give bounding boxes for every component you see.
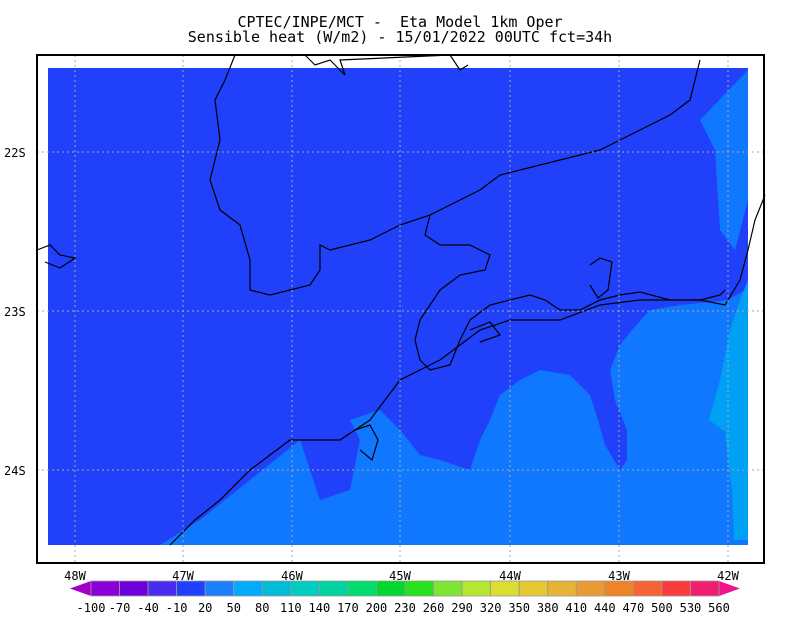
colorbar-label: 20 [198,601,212,615]
colorbar-label: -70 [109,601,131,615]
field-offshore-ne [700,70,748,250]
north-inlets [304,54,469,76]
colorbar-label: -10 [166,601,188,615]
colorbar-label: 530 [680,601,702,615]
lat-label: 22S [4,146,26,160]
colorbar-label: 470 [623,601,645,615]
colorbar-label: 380 [537,601,559,615]
lat-label: 23S [4,305,26,319]
colorbar-swatch [90,580,120,597]
colorbar-swatch [604,580,634,597]
colorbar-swatch [290,580,320,597]
colorbar-label: 290 [451,601,473,615]
colorbar: -100 -70 -40 -10 20 50 80 110 140 170 200 230 260 290… [70,580,740,615]
field-layer [48,68,748,545]
colorbar-swatch [404,580,434,597]
colorbar-label: 80 [255,601,269,615]
colorbar-swatch [433,580,463,597]
colorbar-label: -40 [137,601,159,615]
colorbar-swatch [119,580,149,597]
lon-label: 44W [499,569,521,583]
colorbar-swatch [233,580,263,597]
state-border-mid [414,214,726,371]
colorbar-label: 440 [594,601,616,615]
colorbar-over-triangle [719,581,740,596]
colorbar-swatch [461,580,492,597]
colorbar-label: 200 [366,601,388,615]
colorbar-label: 500 [651,601,673,615]
lon-label: 42W [717,569,739,583]
colorbar-swatch [690,580,720,597]
colorbar-swatch [518,580,549,597]
colorbar-label: 320 [480,601,502,615]
colorbar-under-triangle [70,581,91,596]
coast-west-inlet [36,244,77,269]
colorbar-label: 110 [280,601,302,615]
coastline-main [169,194,766,546]
coastline [36,54,766,546]
colorbar-swatch [632,580,663,597]
colorbar-swatch [176,580,206,597]
colorbar-swatch [261,580,292,597]
colorbar-swatch [347,580,377,597]
colorbar-swatch [490,580,520,597]
lon-label: 46W [281,569,303,583]
colorbar-swatch [575,580,606,597]
colorbar-label: 170 [337,601,359,615]
colorbar-label: 350 [508,601,530,615]
map-frame [36,54,765,564]
lat-labels: 22S 23S 24S [4,146,26,478]
lon-label: 43W [608,569,630,583]
title-line-1: CPTEC/INPE/MCT - Eta Model 1km Oper [237,13,563,31]
colorbar-swatch [661,580,691,597]
colorbar-label: -100 [77,601,106,615]
field-coastal [160,280,748,545]
title-line-2: Sensible heat (W/m2) - 15/01/2022 00UTC … [187,28,613,46]
colorbar-swatch [204,580,235,597]
colorbar-swatch [318,580,349,597]
island-ilhabela [354,424,379,462]
colorbar-label: 50 [227,601,241,615]
colorbar-swatch [376,580,406,597]
lon-label: 48W [64,569,86,583]
lagoon-ne [589,257,613,299]
lon-label: 47W [172,569,194,583]
gridlines [37,55,765,563]
state-border-west [209,54,701,296]
colorbar-swatch [147,580,178,597]
bay-islands [469,321,501,343]
colorbar-label: 560 [708,601,730,615]
colorbar-label: 140 [309,601,331,615]
lon-labels: 48W 47W 46W 45W 44W 43W 42W [64,569,739,583]
lat-label: 24S [4,464,26,478]
lon-label: 45W [389,569,411,583]
colorbar-swatch [547,580,577,597]
colorbar-label: 410 [565,601,587,615]
colorbar-label: 260 [423,601,445,615]
colorbar-label: 230 [394,601,416,615]
